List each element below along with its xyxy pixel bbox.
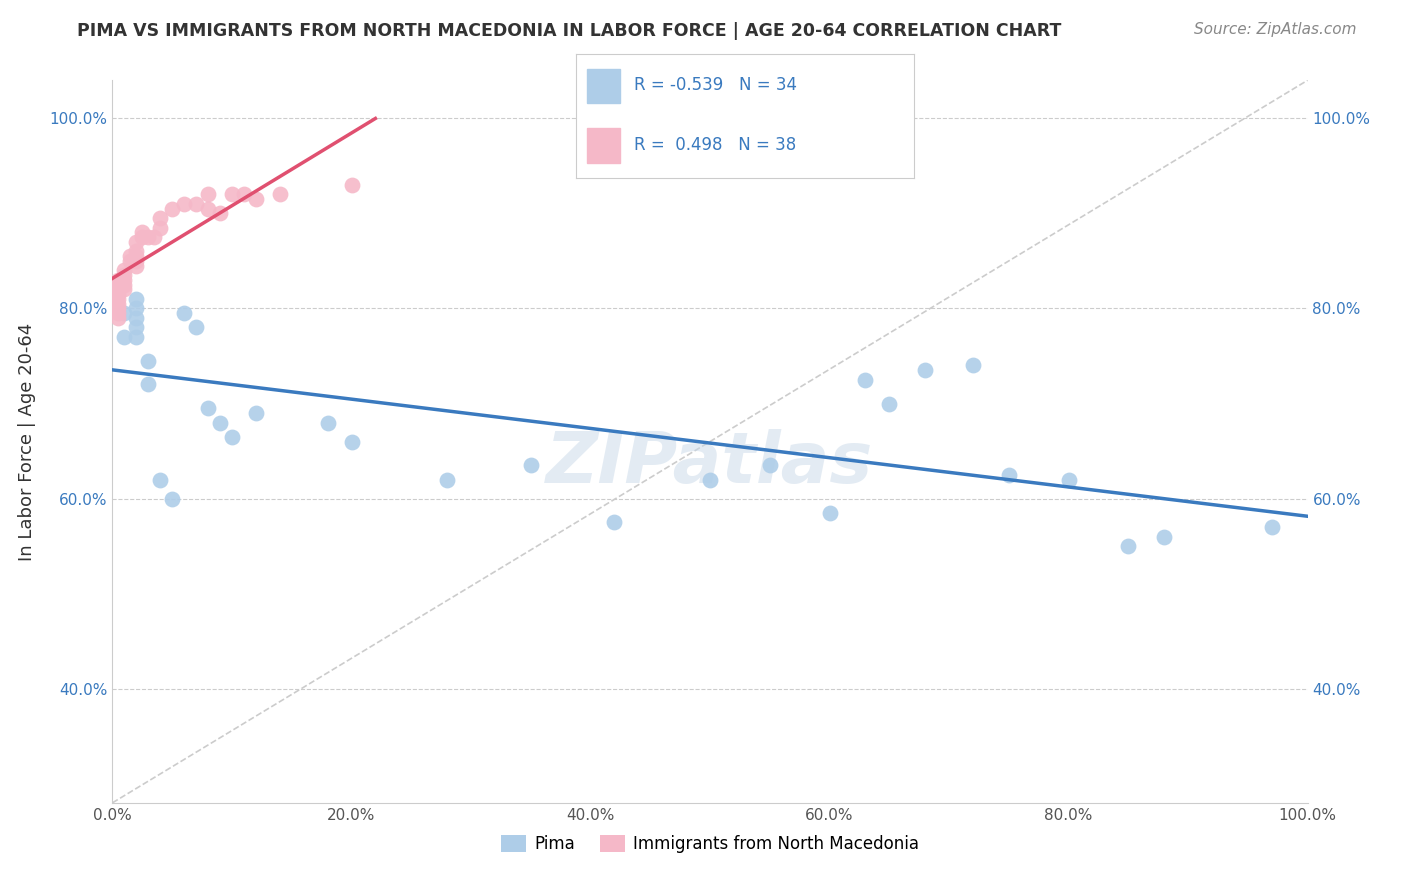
Point — [107, 306, 129, 320]
Point — [138, 230, 160, 244]
Point — [340, 434, 363, 449]
Point — [962, 359, 984, 373]
Point — [245, 192, 267, 206]
Point — [107, 273, 129, 287]
Point — [131, 230, 153, 244]
Point — [998, 467, 1021, 482]
Point — [603, 516, 626, 530]
Bar — [586, 128, 620, 163]
Point — [107, 310, 129, 325]
Point — [149, 211, 172, 226]
Point — [233, 187, 256, 202]
Y-axis label: In Labor Force | Age 20-64: In Labor Force | Age 20-64 — [18, 322, 35, 561]
Point — [107, 292, 129, 306]
Point — [107, 282, 129, 296]
Point — [125, 254, 148, 268]
Point — [209, 416, 232, 430]
Point — [162, 491, 183, 506]
Point — [269, 187, 291, 202]
Point — [197, 401, 219, 416]
Point — [120, 249, 142, 263]
Point — [114, 330, 135, 344]
Point — [173, 197, 195, 211]
Point — [162, 202, 183, 216]
Point — [114, 273, 135, 287]
Point — [316, 416, 339, 430]
Point — [1057, 473, 1080, 487]
Point — [699, 473, 721, 487]
Point — [759, 458, 782, 473]
Point — [520, 458, 543, 473]
Point — [125, 259, 148, 273]
Point — [1261, 520, 1284, 534]
Point — [107, 301, 129, 316]
Bar — [586, 69, 620, 103]
Point — [138, 353, 160, 368]
Text: R =  0.498   N = 38: R = 0.498 N = 38 — [634, 136, 796, 154]
Point — [125, 249, 148, 263]
Point — [131, 226, 153, 240]
Point — [125, 292, 148, 306]
Point — [209, 206, 232, 220]
Point — [120, 254, 142, 268]
Text: R = -0.539   N = 34: R = -0.539 N = 34 — [634, 77, 797, 95]
Point — [114, 277, 135, 292]
Point — [114, 263, 135, 277]
Point — [125, 310, 148, 325]
Point — [186, 320, 208, 334]
Point — [186, 197, 208, 211]
Point — [138, 377, 160, 392]
Point — [245, 406, 267, 420]
Point — [114, 282, 135, 296]
Point — [914, 363, 936, 377]
Point — [125, 235, 148, 249]
Point — [107, 287, 129, 301]
Point — [149, 220, 172, 235]
Point — [221, 187, 243, 202]
Point — [143, 230, 166, 244]
Point — [1118, 539, 1140, 553]
Point — [107, 277, 129, 292]
Point — [107, 296, 129, 310]
Point — [879, 396, 901, 410]
Point — [197, 202, 219, 216]
Point — [114, 306, 135, 320]
Point — [197, 187, 219, 202]
Point — [125, 320, 148, 334]
Point — [125, 244, 148, 259]
Point — [340, 178, 363, 192]
Point — [436, 473, 458, 487]
Text: ZIPatlas: ZIPatlas — [547, 429, 873, 498]
Legend: Pima, Immigrants from North Macedonia: Pima, Immigrants from North Macedonia — [494, 828, 927, 860]
Text: PIMA VS IMMIGRANTS FROM NORTH MACEDONIA IN LABOR FORCE | AGE 20-64 CORRELATION C: PIMA VS IMMIGRANTS FROM NORTH MACEDONIA … — [77, 22, 1062, 40]
Point — [125, 301, 148, 316]
Point — [125, 330, 148, 344]
Point — [173, 306, 195, 320]
Point — [818, 506, 841, 520]
Text: Source: ZipAtlas.com: Source: ZipAtlas.com — [1194, 22, 1357, 37]
Point — [221, 430, 243, 444]
Point — [114, 268, 135, 282]
Point — [1153, 530, 1175, 544]
Point — [149, 473, 172, 487]
Point — [855, 373, 877, 387]
